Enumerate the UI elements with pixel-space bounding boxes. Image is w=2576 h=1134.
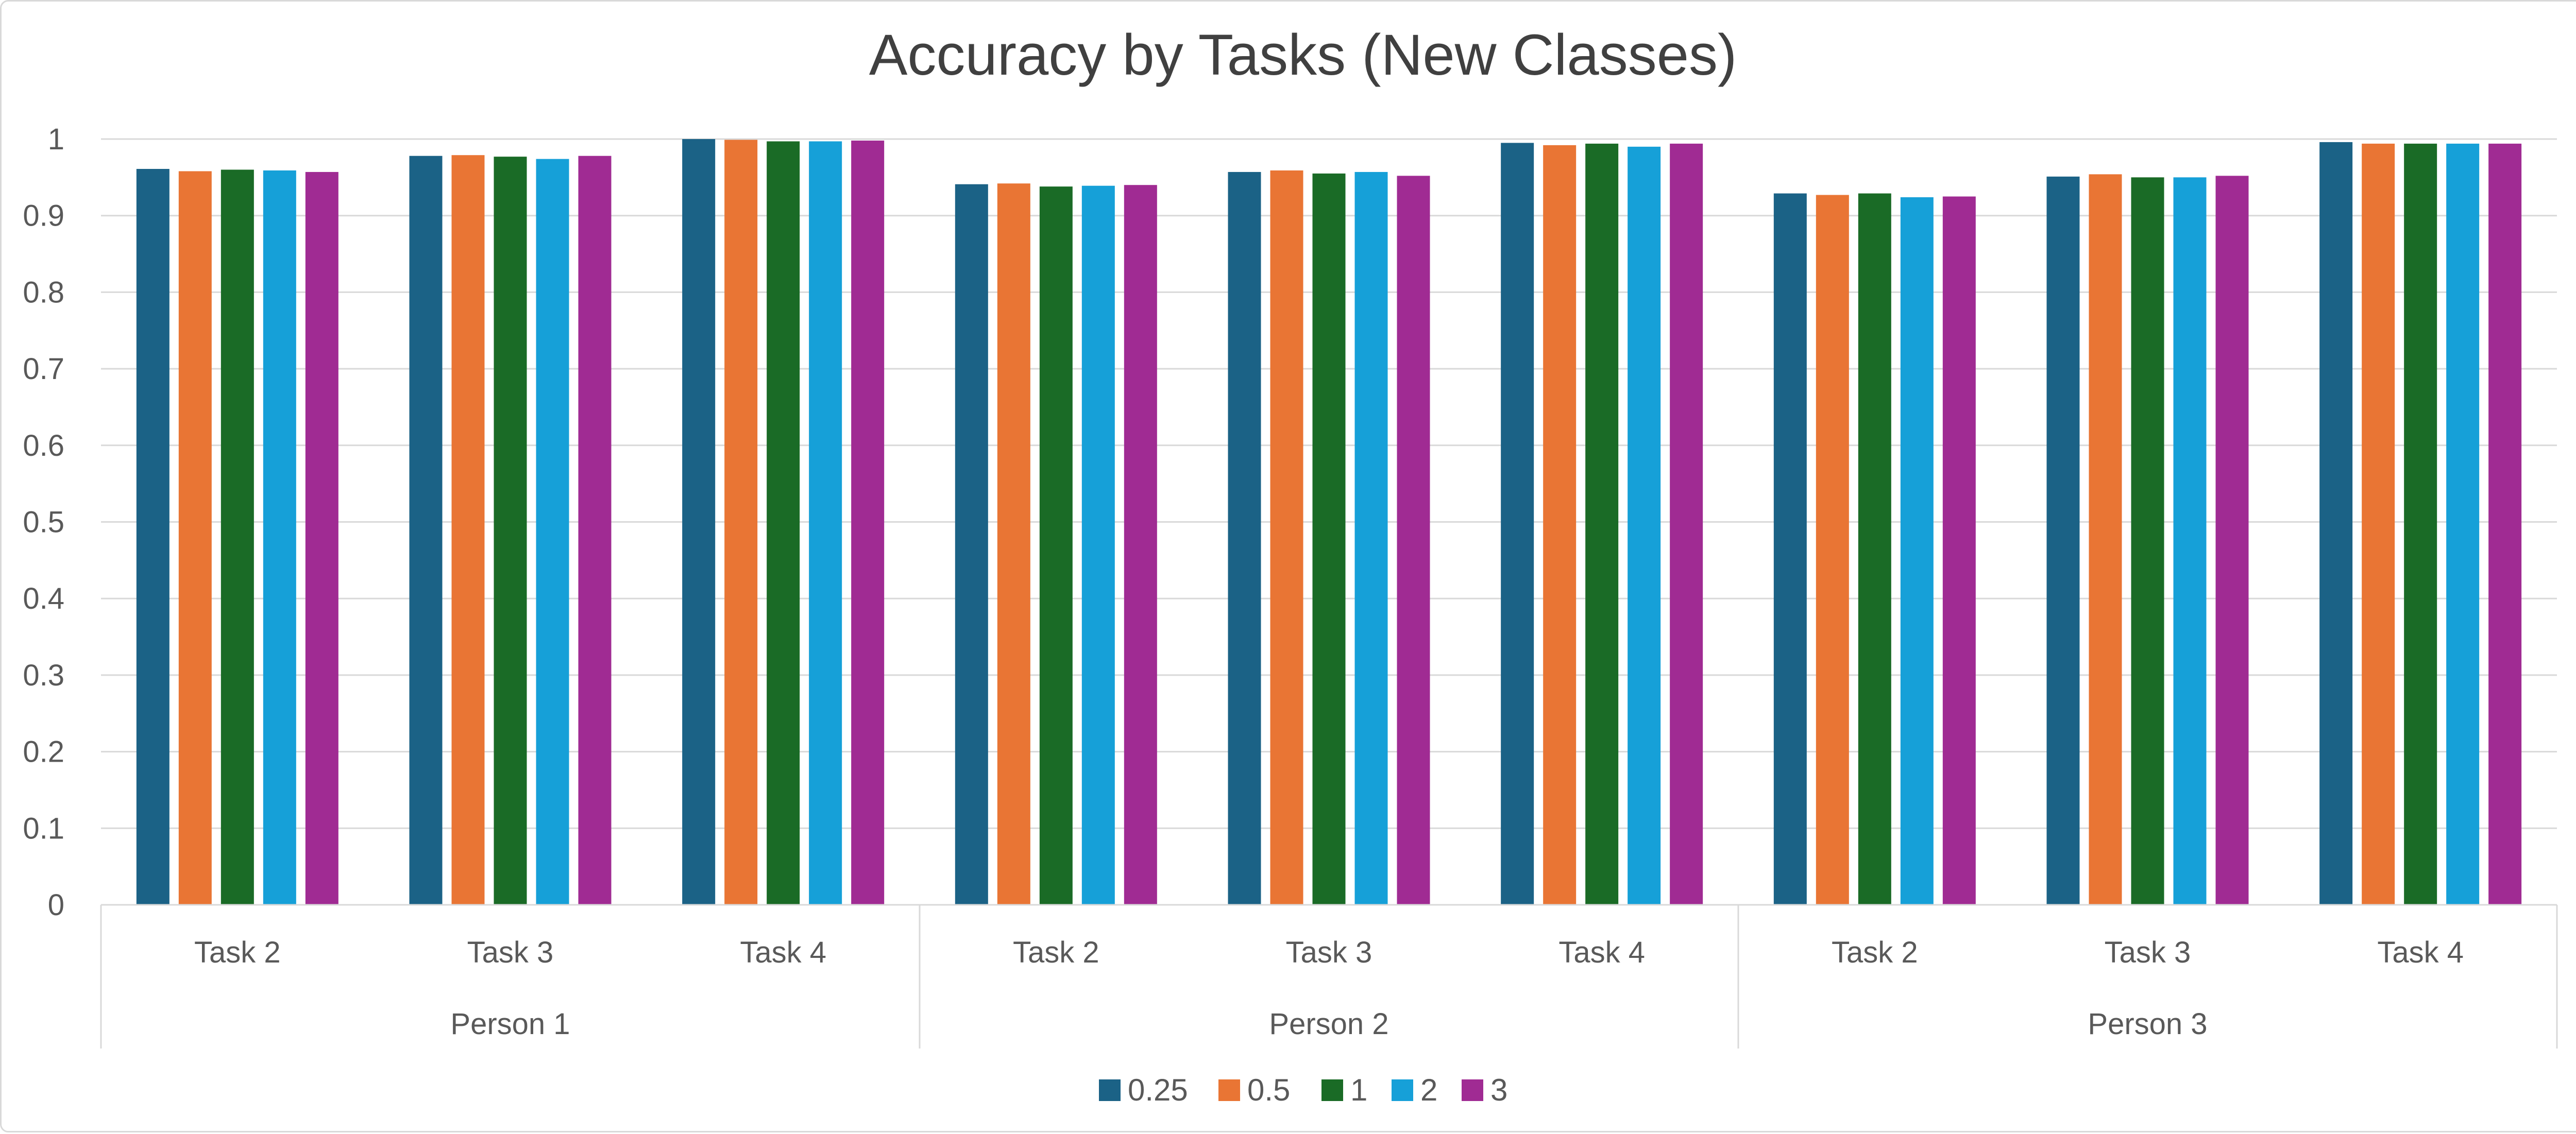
bar-2 xyxy=(536,159,569,905)
bar-2 xyxy=(1628,146,1661,905)
bar-0_25 xyxy=(409,156,443,905)
bar-2 xyxy=(263,170,296,905)
y-tick-label: 0.9 xyxy=(23,199,64,233)
legend-swatch xyxy=(1462,1079,1483,1101)
y-tick-label: 0.3 xyxy=(23,659,64,692)
bar-2 xyxy=(1081,185,1115,905)
bar-1 xyxy=(494,157,527,905)
x-tick-label: Task 3 xyxy=(467,936,554,969)
bar-0_5 xyxy=(1816,195,1849,905)
bar-0_25 xyxy=(955,184,988,905)
y-tick-label: 0.8 xyxy=(23,276,64,309)
x-tick-label: Task 3 xyxy=(2105,936,2191,969)
legend-label: 0.25 xyxy=(1128,1073,1188,1107)
x-tick-label: Task 4 xyxy=(1558,936,1645,969)
bar-3 xyxy=(305,171,338,905)
bar-0_25 xyxy=(682,139,716,905)
bar-0_5 xyxy=(178,171,212,905)
bar-1 xyxy=(767,141,800,905)
bar-1 xyxy=(1858,193,1891,905)
bar-2 xyxy=(809,141,842,905)
x-tick-label: Task 2 xyxy=(194,936,281,969)
group-label: Person 2 xyxy=(1269,1007,1388,1041)
bar-3 xyxy=(578,156,612,905)
group-label: Person 1 xyxy=(450,1007,570,1041)
bar-series xyxy=(136,139,2522,905)
x-tick-label: Task 2 xyxy=(1013,936,1099,969)
bar-0_5 xyxy=(1270,170,1303,905)
bar-1 xyxy=(2404,143,2437,905)
y-tick-label: 0.2 xyxy=(23,735,64,769)
group-label: Person 3 xyxy=(2088,1007,2207,1041)
legend-label: 1 xyxy=(1350,1073,1367,1107)
legend-swatch xyxy=(1321,1079,1343,1101)
bar-3 xyxy=(2488,143,2522,905)
y-tick-label: 0.1 xyxy=(23,812,64,845)
y-tick-label: 0.6 xyxy=(23,429,64,462)
bar-1 xyxy=(221,169,254,905)
y-tick-label: 0.7 xyxy=(23,352,64,386)
bar-0_25 xyxy=(2046,176,2080,905)
legend-label: 2 xyxy=(1420,1073,1437,1107)
bar-0_25 xyxy=(1228,171,1261,905)
bar-2 xyxy=(2173,177,2207,905)
y-tick-label: 0.4 xyxy=(23,582,64,615)
bar-0_5 xyxy=(724,140,758,905)
x-tick-label: Task 4 xyxy=(2377,936,2464,969)
legend-swatch xyxy=(1099,1079,1121,1101)
legend-label: 0.5 xyxy=(1247,1073,1290,1107)
bar-3 xyxy=(1670,143,1703,905)
y-tick-label: 0.5 xyxy=(23,506,64,539)
x-tick-label: Task 4 xyxy=(740,936,826,969)
bar-1 xyxy=(1585,143,1619,905)
bar-0_25 xyxy=(1773,193,1807,905)
bar-3 xyxy=(851,140,885,905)
bar-0_5 xyxy=(2089,174,2122,905)
bar-3 xyxy=(2215,176,2249,905)
bar-1 xyxy=(1312,173,1346,905)
legend-swatch xyxy=(1392,1079,1413,1101)
bar-0_5 xyxy=(1543,145,1577,905)
bar-3 xyxy=(1397,176,1430,905)
bar-0_25 xyxy=(2319,142,2353,905)
bar-0_5 xyxy=(451,155,485,905)
bar-2 xyxy=(1900,197,1934,905)
legend-swatch xyxy=(1218,1079,1240,1101)
legend: 0.25 0.5 1 2 3 xyxy=(1099,1073,1507,1107)
y-tick-label: 1 xyxy=(48,123,64,156)
bar-2 xyxy=(2446,143,2480,905)
bar-0_25 xyxy=(1501,143,1534,905)
bar-0_25 xyxy=(136,168,170,905)
y-axis: 0 0.1 0.2 0.3 0.4 0.5 0.6 0.7 0.8 0.9 1 xyxy=(23,123,64,922)
chart-title: Accuracy by Tasks (New Classes) xyxy=(869,23,1737,87)
bar-1 xyxy=(2131,177,2164,905)
y-tick-label: 0 xyxy=(48,888,64,922)
bar-3 xyxy=(1124,185,1157,905)
x-tick-label: Task 3 xyxy=(1286,936,1372,969)
bar-0_5 xyxy=(997,183,1030,905)
legend-label: 3 xyxy=(1490,1073,1507,1107)
bar-3 xyxy=(1942,196,1976,905)
bar-1 xyxy=(1039,186,1073,905)
x-tick-label: Task 2 xyxy=(1832,936,1918,969)
x-axis: Task 2 Task 3 Task 4 Task 2 Task 3 Task 4 Task… xyxy=(100,904,2558,1049)
bar-2 xyxy=(1354,171,1388,905)
bar-0_5 xyxy=(2362,143,2395,905)
